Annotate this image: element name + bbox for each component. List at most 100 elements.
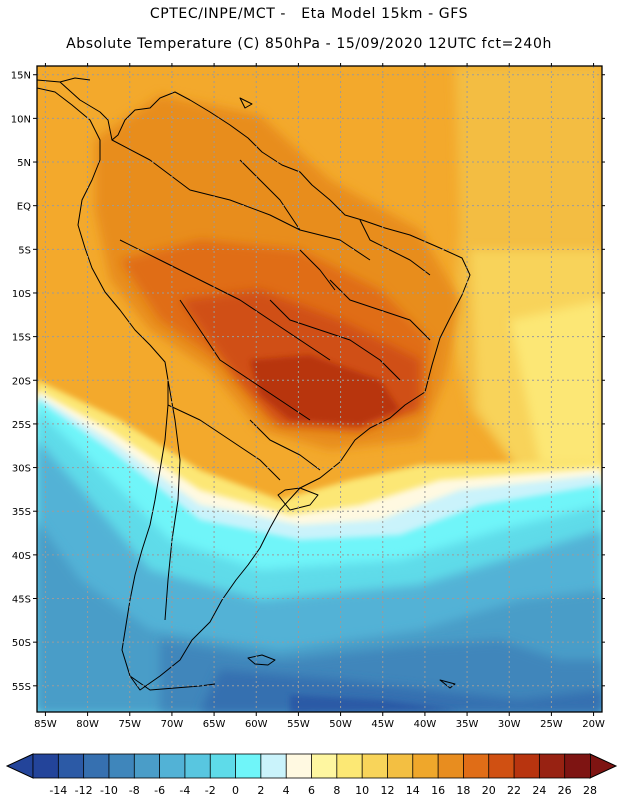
colorbar-segment-2 (83, 753, 110, 779)
y-tick-label-11: 40S (12, 551, 31, 562)
border-west (119, 239, 331, 361)
y-tick-label-8: 25S (12, 420, 31, 431)
chart-title-line2: Absolute Temperature (C) 850hPa - 15/09/… (66, 36, 552, 52)
colorbar-segment-13 (361, 753, 389, 779)
temperature-field (37, 66, 602, 712)
colorbar-label-11: 8 (333, 784, 340, 797)
colorbar-label-3: -8 (129, 784, 140, 797)
y-tick-label-14: 55S (12, 682, 31, 693)
colorbar-segment-1 (57, 753, 85, 779)
border-central (269, 299, 401, 381)
colorbar-label-1: -12 (75, 784, 93, 797)
colorbar-label-18: 22 (507, 784, 521, 797)
border-north (111, 139, 371, 261)
colorbar-segment-8 (235, 753, 262, 779)
colorbar-label-7: 0 (232, 784, 239, 797)
colorbar-segment-19 (513, 753, 541, 779)
colorbar-segment-15 (412, 753, 439, 779)
falkland-islands (247, 654, 276, 666)
colorbar-segment-10 (285, 753, 313, 779)
border-southwest (179, 299, 311, 421)
y-tick-label-4: 5S (18, 245, 31, 256)
colorbar-label-12: 10 (355, 784, 369, 797)
y-tick-label-9: 30S (12, 464, 31, 475)
y-tick-label-12: 45S (12, 595, 31, 606)
x-tick-label-9: 40W (414, 719, 437, 730)
colorbar-label-14: 14 (406, 784, 420, 797)
colorbar-arrow-low (5, 753, 34, 779)
coastlines (37, 77, 471, 691)
colorbar-label-6: -2 (205, 784, 216, 797)
x-tick-label-7: 50W (329, 719, 352, 730)
border-chile-argentina (164, 379, 181, 621)
x-tick-label-0: 85W (34, 719, 57, 730)
colorbar-label-15: 16 (431, 784, 445, 797)
y-tick-label-0: 15N (11, 71, 31, 82)
x-tick-label-4: 65W (203, 719, 226, 730)
x-tick-label-10: 35W (456, 719, 479, 730)
colorbar-label-21: 28 (583, 784, 597, 797)
colorbar-segment-5 (159, 753, 186, 779)
colorbar-label-5: -4 (179, 784, 190, 797)
colorbar-label-17: 20 (482, 784, 496, 797)
x-tick-label-12: 25W (540, 719, 563, 730)
colorbar-segment-20 (538, 753, 566, 779)
x-tick-label-13: 20W (582, 719, 605, 730)
x-axis: 85W 80W 75W 70W 65W 60W 55W 50W 45W 40W 35W 30W 25W 2… (34, 63, 605, 730)
colorbar-label-16: 18 (456, 784, 470, 797)
colorbar-label-9: 4 (283, 784, 290, 797)
border-states-3 (239, 159, 301, 231)
x-tick-label-5: 60W (245, 719, 268, 730)
colorbar-label-13: 12 (380, 784, 394, 797)
colorbar-segment-12 (336, 753, 363, 779)
y-tick-label-7: 20S (12, 376, 31, 387)
x-tick-label-2: 75W (118, 719, 141, 730)
colorbar-segment-17 (463, 753, 490, 779)
colorbar-label-2: -10 (100, 784, 118, 797)
y-axis: 15N 10N 5N EQ 5S 10S 15S 20S 25S 30S 35S 40S 45S 50S 5… (11, 71, 605, 693)
plot-frame (36, 65, 603, 713)
field-continent-darkred (250, 355, 400, 425)
border-states-4 (249, 419, 321, 471)
y-tick-label-3: EQ (17, 202, 31, 213)
colorbar-label-10: 6 (308, 784, 315, 797)
x-tick-label-1: 80W (76, 719, 99, 730)
x-tick-label-3: 70W (161, 719, 184, 730)
colorbar-segment-6 (184, 753, 212, 779)
border-andes (167, 404, 281, 481)
y-tick-label-10: 35S (12, 507, 31, 518)
colorbar-segment-7 (209, 753, 237, 779)
colorbar-label-20: 26 (558, 784, 572, 797)
y-tick-label-13: 50S (12, 638, 31, 649)
colorbar-segment-4 (133, 753, 161, 779)
gridlines (37, 66, 602, 712)
colorbar-segment-16 (437, 753, 465, 779)
colorbar-segment-14 (387, 753, 414, 779)
colorbar-segment-9 (260, 753, 287, 779)
colorbar-label-19: 24 (532, 784, 546, 797)
colorbar-label-4: -6 (154, 784, 165, 797)
chart-title-line1: CPTEC/INPE/MCT - Eta Model 15km - GFS (149, 6, 469, 22)
central-america (59, 77, 91, 83)
colorbar-segment-11 (311, 753, 338, 779)
colorbar: -14 -12 -10 -8 -6 -4 -2 0 2 4 6 8 10 12 14 16 18 20 22 24 26… (5, 753, 618, 797)
border-states-2 (299, 249, 336, 291)
colorbar-label-8: 2 (257, 784, 264, 797)
rio-de-la-plata (277, 487, 319, 511)
x-tick-label-11: 30W (498, 719, 521, 730)
y-tick-label-1: 10N (11, 114, 31, 125)
colorbar-segment-21 (564, 753, 591, 779)
colorbar-segment-18 (488, 753, 515, 779)
y-tick-label-6: 15S (12, 333, 31, 344)
x-tick-label-8: 45W (371, 719, 394, 730)
y-tick-label-2: 5N (17, 158, 31, 169)
y-tick-label-5: 10S (12, 289, 31, 300)
colorbar-arrow-high (589, 753, 618, 779)
colorbar-label-0: -14 (49, 784, 67, 797)
border-states-1 (359, 219, 431, 276)
x-tick-label-6: 55W (287, 719, 310, 730)
colorbar-segment-3 (108, 753, 136, 779)
field-cold-darknavy (290, 695, 460, 712)
caribbean-island (239, 97, 253, 109)
